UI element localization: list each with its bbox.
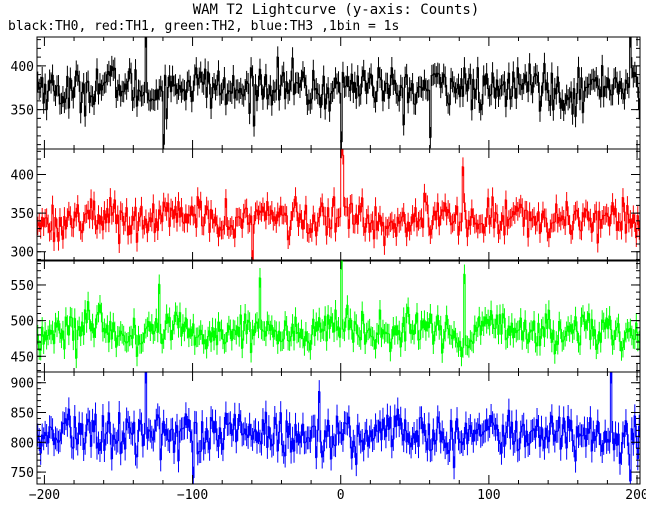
y-tick-label: 500 [11,315,34,330]
y-tick-label: 400 [11,168,34,183]
y-tick-label: 450 [11,350,34,365]
y-tick-label: 550 [11,279,34,294]
series-line-th2 [37,260,640,369]
panel-th1: 300 350 400 [11,148,641,262]
x-tick-label: −200 [29,488,60,503]
panel-th3: 750 800 850 900 [11,371,641,485]
y-tick-label: 850 [11,407,34,422]
y-tick-label: 800 [11,436,34,451]
panel-frame [36,371,641,485]
y-tick-label: 750 [11,466,34,481]
chart-subtitle: black:TH0, red:TH1, green:TH2, blue:TH3 … [8,19,399,34]
panel-th0: 350 400 [11,36,641,150]
x-tick-label: 0 [337,488,345,503]
y-tick-label: 300 [11,246,34,261]
x-tick-label: 100 [477,488,500,503]
y-tick-label: 350 [11,207,34,222]
series-line-th1 [37,149,640,261]
series-line-th0 [37,37,640,149]
panels-group: 350 400 300 350 400 450 500 550 750 800 850 900 [11,36,641,485]
x-axis-tick-labels: −200 −100 0 100 200 [29,488,646,503]
y-tick-label: 350 [11,104,34,119]
y-tick-label: 900 [11,377,34,392]
x-tick-label: 200 [625,488,646,503]
panel-frame [36,36,641,150]
panel-th2: 450 500 550 [11,259,641,373]
series-line-th3 [37,372,640,484]
y-tick-label: 400 [11,60,34,75]
panel-frame [36,148,641,262]
chart-title: WAM T2 Lightcurve (y-axis: Counts) [193,2,480,18]
x-tick-label: −100 [177,488,208,503]
